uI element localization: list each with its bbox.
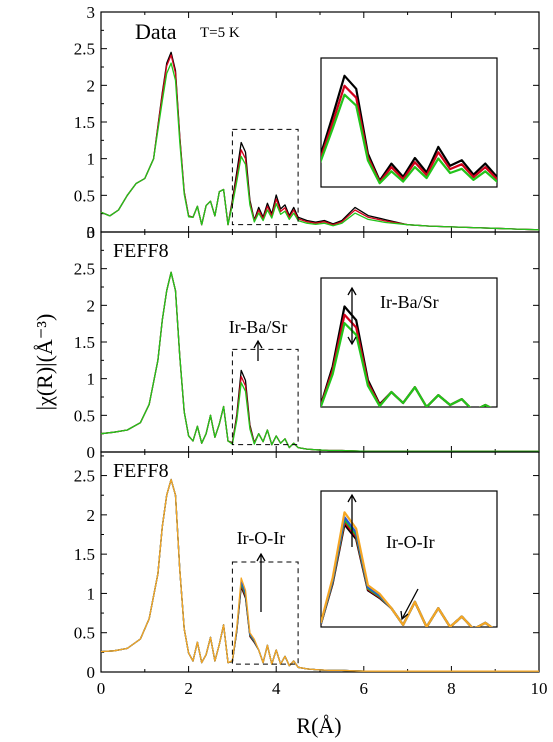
- y-tick-label: 1.5: [74, 113, 95, 132]
- x-axis-label: R(Å): [296, 713, 341, 738]
- x-tick-label: 6: [360, 679, 369, 698]
- panel-2: 0 0.5 1 1.5 2 2.5 3 FEFF8 Ir-Ba/Sr Ir-Ba/Sr: [74, 223, 540, 462]
- y-tick-label: 0.5: [74, 406, 95, 425]
- y-tick-label: 1: [87, 584, 96, 603]
- inset-series-line-5: [321, 511, 494, 627]
- y-tick-label: 3: [87, 223, 96, 242]
- y-tick-label: 1: [87, 150, 96, 169]
- zoom-region-box: [231, 348, 299, 446]
- inset-plot: [321, 74, 497, 185]
- panels-group: 0 0.5 1 1.5 2 2.5 3 Data T=5 K 0 0.5 1 1.5 2 2.5 3 FEFF8…: [74, 3, 548, 698]
- inset-frame: [320, 277, 498, 408]
- y-tick-label: 0.5: [74, 624, 95, 643]
- panel-1: 0 0.5 1 1.5 2 2.5 3 Data T=5 K: [74, 3, 540, 242]
- series-line-3: [100, 271, 539, 452]
- inset-arrowhead-down: [347, 336, 357, 346]
- path-annotation: Ir-Ba/Sr: [229, 317, 288, 337]
- inset-arrow-2: [401, 588, 419, 620]
- y-tick-label: 2.5: [74, 467, 95, 486]
- y-tick-label: 0: [87, 443, 96, 462]
- panel-title: Data: [135, 19, 177, 44]
- y-tick-label: 0: [87, 223, 96, 242]
- y-tick-label: 2: [87, 506, 96, 525]
- inset-series-line-3: [321, 93, 497, 185]
- y-tick-label: 2: [87, 296, 96, 315]
- inset-annotation: Ir-Ba/Sr: [380, 292, 439, 312]
- inset-annotation: Ir-O-Ir: [386, 532, 435, 552]
- temperature-label: T=5 K: [200, 25, 240, 41]
- x-tick-label: 10: [531, 679, 548, 698]
- y-tick-label: 2.5: [74, 260, 95, 279]
- x-tick-label: 8: [447, 679, 456, 698]
- zoom-region-box: [231, 561, 299, 665]
- y-tick-label: 1.5: [74, 333, 95, 352]
- inset-series-line-2: [321, 313, 492, 407]
- panel-3: 0 0.5 1 1.5 2 2.5 0 2 4 6 8 10 FEFF8 Ir-O-Ir Ir-O-Ir: [74, 451, 548, 698]
- y-tick-label: 3: [87, 3, 96, 22]
- panel-title: FEFF8: [113, 240, 169, 262]
- inset-series-line-2: [321, 84, 497, 184]
- y-tick-label: 0.5: [74, 186, 95, 205]
- inset-plot: [321, 305, 492, 407]
- x-tick-label: 4: [272, 679, 281, 698]
- zoom-region-box: [231, 128, 299, 226]
- inset-arrowhead-up: [347, 286, 357, 296]
- inset-series-line-1: [321, 74, 497, 182]
- inset-series-line-3: [321, 322, 492, 407]
- y-tick-label: 0: [87, 663, 96, 682]
- y-tick-label: 1.5: [74, 545, 95, 564]
- inset-plot: [321, 511, 494, 627]
- inset-arrowhead-2: [400, 610, 409, 621]
- panel-title: FEFF8: [113, 460, 169, 482]
- x-tick-label: 2: [184, 679, 193, 698]
- x-tick-label: 0: [97, 679, 106, 698]
- y-tick-label: 2: [87, 76, 96, 95]
- path-annotation: Ir-O-Ir: [237, 528, 286, 548]
- annotation-arrowhead: [256, 552, 266, 562]
- series-line-5: [100, 478, 539, 672]
- series-line-3: [100, 62, 540, 231]
- inset-series-line-1: [321, 305, 492, 407]
- y-tick-label: 2.5: [74, 40, 95, 59]
- annotation-arrowhead: [253, 339, 263, 349]
- inset-frame: [320, 490, 498, 628]
- y-tick-label: 1: [87, 370, 96, 389]
- y-axis-label: |χ(R)|(Å⁻³): [32, 314, 57, 411]
- inset-arrowhead-up: [347, 493, 357, 503]
